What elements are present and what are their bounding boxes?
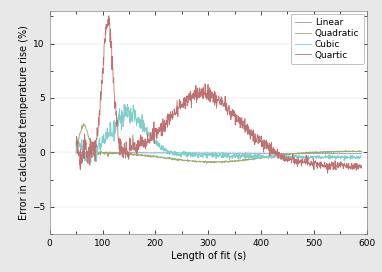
Legend: Linear, Quadratic, Cubic, Quartic: Linear, Quadratic, Cubic, Quartic — [291, 14, 364, 64]
Line: Quadratic: Quadratic — [76, 123, 361, 163]
X-axis label: Length of fit (s): Length of fit (s) — [171, 251, 246, 261]
Y-axis label: Error in calculated temperature rise (%): Error in calculated temperature rise (%) — [19, 25, 29, 220]
Cubic — [193, 152, 197, 155]
Cubic — [74, 152, 78, 156]
Linear — [96, 151, 100, 154]
Quadratic — [88, 140, 92, 144]
Quadratic — [359, 150, 364, 154]
Quartic — [87, 163, 92, 167]
Cubic — [146, 134, 151, 137]
Quadratic — [348, 150, 353, 153]
Quartic — [96, 134, 100, 137]
Cubic — [87, 150, 92, 153]
Quadratic — [74, 145, 78, 148]
Cubic — [294, 155, 298, 159]
Quartic — [293, 159, 298, 163]
Linear — [293, 152, 298, 155]
Quadratic — [146, 155, 151, 158]
Cubic — [122, 103, 126, 106]
Quartic — [146, 138, 151, 141]
Quadratic — [204, 162, 209, 165]
Line: Linear: Linear — [76, 152, 361, 154]
Quartic — [74, 143, 78, 146]
Quartic — [107, 14, 111, 17]
Quadratic — [81, 122, 86, 125]
Line: Cubic: Cubic — [76, 104, 361, 162]
Linear — [348, 152, 353, 155]
Linear — [359, 152, 364, 155]
Line: Quartic: Quartic — [76, 16, 361, 173]
Cubic — [359, 154, 364, 157]
Quadratic — [96, 151, 100, 154]
Linear — [74, 151, 78, 154]
Quartic — [325, 172, 330, 175]
Linear — [88, 151, 92, 154]
Quadratic — [294, 152, 298, 156]
Cubic — [96, 146, 100, 149]
Quadratic — [192, 160, 197, 163]
Cubic — [89, 161, 93, 164]
Quartic — [348, 166, 353, 169]
Linear — [79, 150, 84, 153]
Linear — [356, 152, 360, 156]
Quartic — [359, 164, 364, 168]
Linear — [146, 151, 151, 154]
Quartic — [192, 98, 197, 101]
Cubic — [348, 153, 353, 156]
Linear — [192, 152, 197, 155]
